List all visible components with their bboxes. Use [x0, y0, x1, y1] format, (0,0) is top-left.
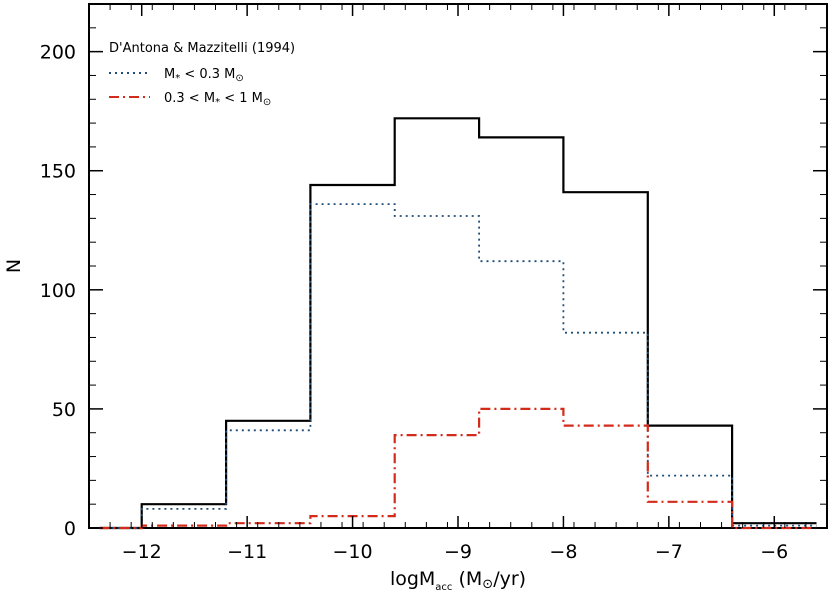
- x-tick-label: −8: [549, 541, 577, 563]
- tick-layer: −12 −11 −10 −9 −8 −7 −6 0 50 100 150 200: [40, 4, 828, 563]
- x-tick-label: −7: [655, 541, 683, 563]
- legend-label-low-mass: M* < 0.3 M⊙: [164, 67, 244, 84]
- series-line-dotted: [99, 203, 817, 529]
- y-tick-label: 100: [40, 280, 76, 302]
- x-tick-label: −9: [444, 541, 472, 563]
- x-axis-title: logMacc (M⊙/yr): [390, 568, 526, 593]
- y-tick-label: 150: [40, 161, 76, 183]
- y-axis-title: N: [3, 259, 25, 273]
- y-tick-label: 50: [52, 399, 76, 421]
- x-tick-label: −6: [760, 541, 788, 563]
- x-tick-label: −11: [227, 541, 267, 563]
- plot-frame: [88, 3, 828, 529]
- series-line-solid: [99, 117, 817, 530]
- legend-label-high-mass: 0.3 < M* < 1 M⊙: [164, 91, 271, 108]
- series-line-dashdot: [99, 407, 817, 530]
- x-tick-label: −12: [122, 541, 162, 563]
- x-tick-label: −10: [333, 541, 373, 563]
- legend: D'Antona & Mazzitelli (1994) M* < 0.3 M⊙…: [109, 41, 295, 108]
- y-tick-label: 0: [64, 518, 76, 540]
- y-tick-label: 200: [40, 42, 76, 64]
- legend-header: D'Antona & Mazzitelli (1994): [109, 41, 295, 56]
- series-layer: [99, 117, 817, 530]
